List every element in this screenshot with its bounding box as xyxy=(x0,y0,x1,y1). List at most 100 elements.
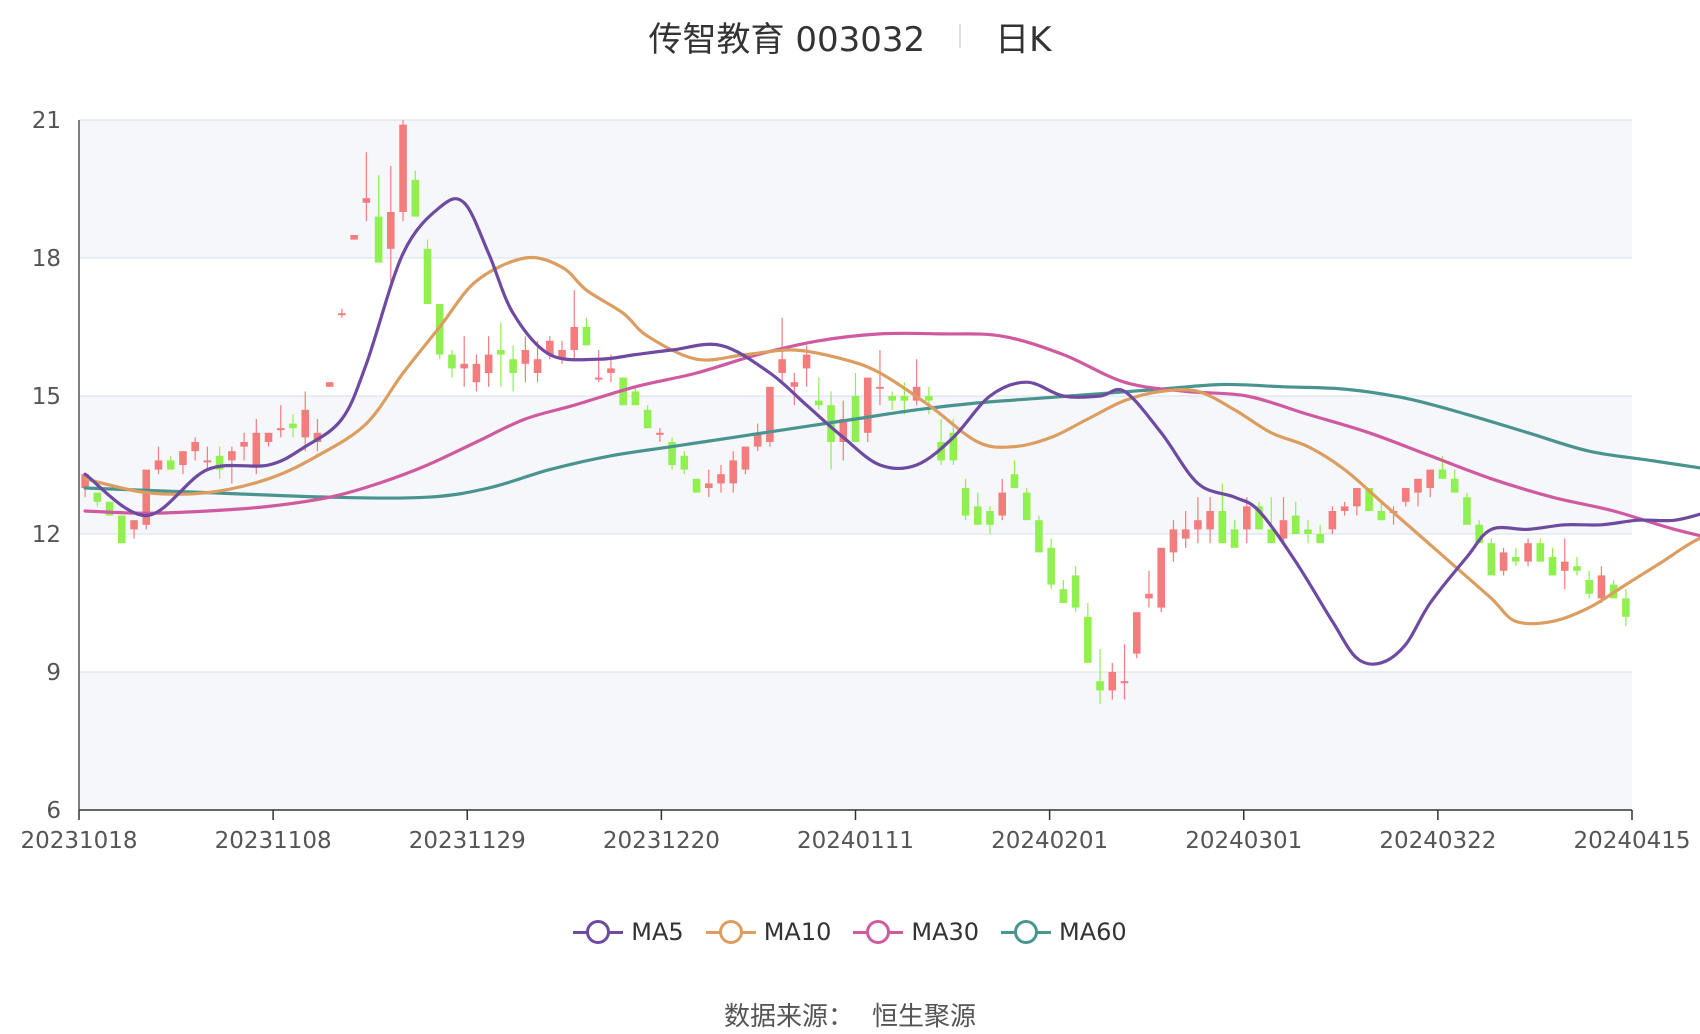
candle xyxy=(1560,538,1569,590)
legend-item-ma60[interactable]: MA60 xyxy=(1001,918,1127,946)
legend-marker-icon xyxy=(1001,920,1052,944)
candle xyxy=(264,432,273,447)
candle xyxy=(399,120,407,222)
candle xyxy=(1267,497,1276,544)
chart-title-period: 日K xyxy=(995,19,1052,60)
candle-body xyxy=(753,432,762,447)
candle-body xyxy=(729,460,738,484)
candle xyxy=(1035,515,1043,553)
candle-body xyxy=(1475,524,1483,544)
plot-band xyxy=(79,672,1632,810)
legend-item-ma30[interactable]: MA30 xyxy=(853,918,979,946)
candle-body xyxy=(240,442,248,447)
candle-body xyxy=(863,377,872,433)
candle-body xyxy=(704,483,713,488)
candle xyxy=(1377,501,1386,521)
candle xyxy=(387,166,395,286)
candle xyxy=(1622,589,1630,626)
y-tick-label: 18 xyxy=(32,246,61,272)
candle xyxy=(154,446,163,475)
candle-body xyxy=(448,354,456,369)
candle xyxy=(191,437,199,461)
candle xyxy=(680,451,689,475)
candle-body xyxy=(876,386,884,389)
candle-body xyxy=(1487,543,1496,576)
candle-body xyxy=(1010,474,1019,488)
candle-body xyxy=(1108,672,1117,691)
candle-body xyxy=(276,428,285,431)
candle xyxy=(1316,524,1324,544)
candle-body xyxy=(888,396,896,401)
candle-body xyxy=(692,478,701,493)
candle-body xyxy=(1536,543,1545,562)
candle-body xyxy=(1157,547,1165,608)
candle-body xyxy=(1560,561,1569,571)
candle xyxy=(1426,469,1435,498)
candle xyxy=(374,175,383,263)
candle xyxy=(961,478,970,521)
x-tick-label: 20240111 xyxy=(797,828,914,854)
candle-body xyxy=(986,511,994,525)
candle-body xyxy=(1463,497,1471,525)
candle xyxy=(1218,483,1227,544)
candle-body xyxy=(399,124,407,212)
x-tick-label: 20240301 xyxy=(1185,828,1302,854)
candle-body xyxy=(1132,612,1141,654)
candle-body xyxy=(325,382,334,387)
candle-body xyxy=(1438,469,1447,479)
candle xyxy=(1597,566,1606,603)
candle xyxy=(1450,469,1459,493)
candle-body xyxy=(680,455,689,470)
candle xyxy=(692,478,701,493)
candle-body xyxy=(558,350,566,360)
candle-body xyxy=(289,423,297,429)
candle xyxy=(1206,497,1214,544)
candle-body xyxy=(1340,506,1349,511)
candle xyxy=(973,492,982,525)
candle-body xyxy=(93,492,102,502)
candle xyxy=(1132,612,1141,659)
candle-body xyxy=(973,506,982,525)
candle-body xyxy=(839,419,848,442)
candle xyxy=(790,373,799,406)
candle xyxy=(1230,520,1239,548)
x-tick-label: 20231129 xyxy=(409,828,526,854)
legend-item-ma5[interactable]: MA5 xyxy=(573,918,684,946)
candle-body xyxy=(656,432,664,435)
candle xyxy=(350,235,358,240)
candle xyxy=(753,423,762,452)
candle xyxy=(509,345,517,392)
candle xyxy=(130,520,138,539)
candle-body xyxy=(717,474,725,484)
candle xyxy=(815,377,823,410)
legend-item-ma10[interactable]: MA10 xyxy=(705,918,831,946)
candle xyxy=(1512,547,1520,567)
candle-body xyxy=(961,488,970,516)
candle xyxy=(497,322,505,387)
candle xyxy=(631,386,640,406)
data-source-value: 恒生聚源 xyxy=(872,1002,977,1032)
candle xyxy=(839,400,848,461)
candle-body xyxy=(802,354,811,369)
candle xyxy=(362,152,371,222)
candle-body xyxy=(1524,543,1532,562)
candle xyxy=(1328,506,1337,534)
legend-marker-icon xyxy=(853,920,904,944)
candle xyxy=(276,405,285,438)
candle-body xyxy=(509,359,517,373)
candle xyxy=(166,455,175,470)
candle-body xyxy=(631,391,640,406)
candle xyxy=(1304,520,1312,544)
candle xyxy=(1157,547,1165,613)
candle-body xyxy=(912,386,921,401)
candle-body xyxy=(1120,681,1129,684)
candle-body xyxy=(1035,520,1043,553)
candle xyxy=(1010,460,1019,488)
candle-body xyxy=(1169,529,1178,553)
candle-body xyxy=(1194,520,1202,530)
candle-body xyxy=(900,396,909,401)
candle-body xyxy=(1255,506,1263,530)
data-source-label: 数据来源： xyxy=(723,1002,854,1032)
candle xyxy=(240,432,248,461)
candle-body xyxy=(937,442,945,461)
